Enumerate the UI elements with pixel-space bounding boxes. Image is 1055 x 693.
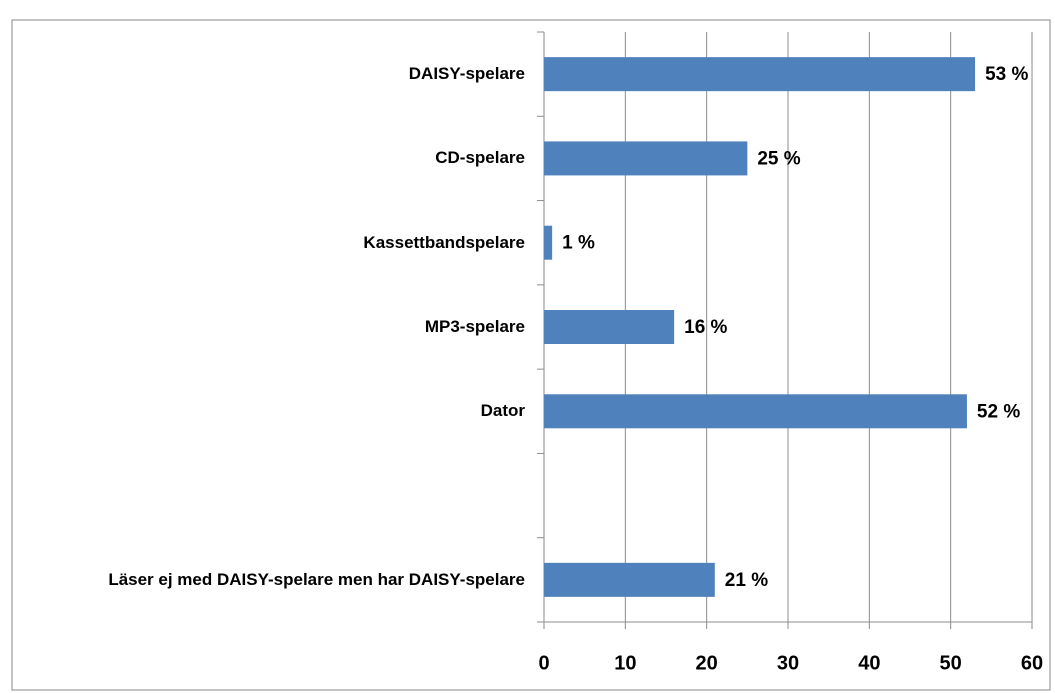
bar: [544, 57, 976, 92]
bar: [544, 310, 675, 344]
x-tick-label: 20: [696, 652, 718, 674]
chart-frame: [11, 19, 1051, 691]
data-label: 52 %: [977, 401, 1020, 422]
bar: [544, 562, 715, 597]
bar: [544, 394, 967, 429]
data-label: 1 %: [562, 233, 595, 254]
x-tick-label: 0: [538, 652, 549, 674]
bar: [544, 141, 748, 176]
y-tick-label: Läser ej med DAISY-spelare men har DAISY…: [108, 569, 525, 589]
x-tick-label: 60: [1021, 652, 1043, 674]
category-label-box: Dator: [481, 398, 525, 424]
category-label-box: Läser ej med DAISY-spelare men har DAISY…: [108, 567, 525, 593]
y-tick-label: MP3-spelare: [424, 317, 525, 336]
y-tick-label: DAISY-spelare: [408, 64, 525, 84]
bar: [544, 225, 553, 260]
x-tick-label: 50: [940, 652, 962, 674]
y-tick-label: CD-spelare: [435, 148, 525, 168]
category-label-box: Kassettbandspelare: [363, 230, 525, 256]
data-label: 53 %: [985, 64, 1028, 85]
category-label-box: DAISY-spelare: [409, 61, 525, 87]
y-tick-label: Kassettbandspelare: [363, 232, 525, 252]
category-label-box: CD-spelare: [435, 145, 525, 171]
x-tick-label: 10: [614, 652, 636, 674]
data-label: 25 %: [757, 148, 800, 169]
data-label: 16 %: [684, 317, 727, 338]
data-label: 21 %: [725, 570, 768, 591]
x-tick-label: 30: [777, 652, 799, 674]
x-tick-label: 40: [858, 652, 880, 674]
y-tick-label: Dator: [480, 401, 525, 421]
category-label-box: MP3-spelare: [425, 314, 525, 340]
